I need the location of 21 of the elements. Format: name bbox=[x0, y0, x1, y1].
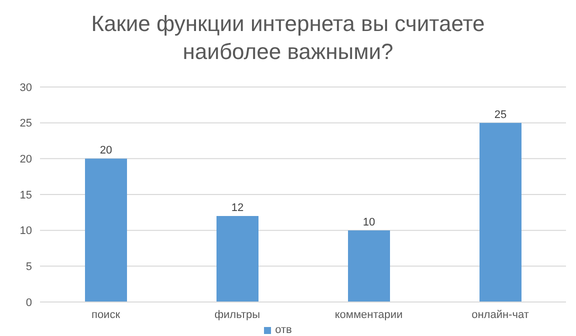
data-label: 25 bbox=[494, 108, 507, 121]
bar bbox=[348, 230, 390, 302]
bar bbox=[480, 122, 522, 302]
bar bbox=[85, 158, 127, 302]
y-tick-label: 5 bbox=[26, 261, 32, 274]
data-label: 10 bbox=[362, 216, 376, 228]
y-tick-label: 10 bbox=[20, 225, 32, 238]
y-tick-label: 25 bbox=[20, 118, 32, 130]
x-tick-label: фильтры bbox=[214, 308, 260, 321]
y-tick-label: 15 bbox=[20, 189, 32, 202]
x-tick-label: онлайн-чат bbox=[472, 308, 529, 321]
chart-title: Какие функции интернета вы считаете наиболее важными? bbox=[90, 10, 486, 66]
bar bbox=[216, 216, 258, 302]
data-label: 20 bbox=[100, 144, 112, 157]
data-label: 12 bbox=[231, 202, 244, 214]
y-tick-label: 30 bbox=[20, 82, 32, 94]
x-tick-label: поиск bbox=[91, 308, 120, 321]
y-tick-label: 20 bbox=[20, 154, 32, 166]
y-tick-label: 0 bbox=[26, 296, 32, 309]
x-tick-label: комментарии bbox=[334, 308, 403, 321]
legend-label: отв bbox=[275, 324, 292, 336]
